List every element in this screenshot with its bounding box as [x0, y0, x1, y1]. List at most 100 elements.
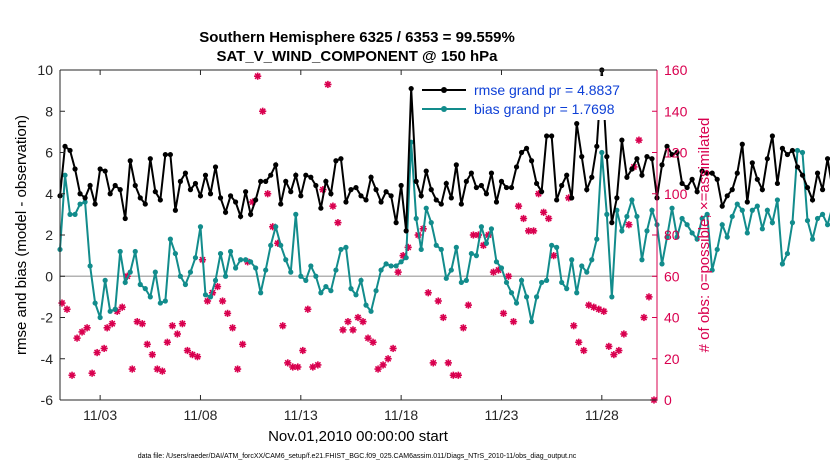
- obs-count-marker: [264, 190, 272, 198]
- rmse-point: [503, 184, 510, 191]
- bias-point: [147, 294, 153, 300]
- bias-point: [699, 215, 705, 222]
- rmse-point: [478, 182, 485, 189]
- bias-point: [418, 246, 424, 253]
- bias-point: [619, 228, 625, 234]
- bias-point: [594, 236, 600, 242]
- rmse-point: [383, 189, 389, 195]
- bias-point: [624, 213, 630, 220]
- y-tick-label: 4: [45, 186, 53, 202]
- bias-point: [298, 273, 304, 279]
- bias-point: [549, 242, 555, 248]
- obs-count-marker: [464, 301, 472, 309]
- bias-point: [328, 288, 334, 294]
- rmse-point: [147, 156, 153, 162]
- bias-point: [744, 230, 750, 236]
- rmse-point: [458, 201, 464, 207]
- obs-count-marker: [615, 346, 623, 355]
- rmse-point: [172, 207, 178, 213]
- y-tick-label: 8: [45, 103, 53, 119]
- y-axis-label: rmse and bias (model - observation): [13, 115, 30, 355]
- rmse-point: [508, 184, 515, 191]
- rmse-point: [117, 187, 123, 193]
- obs-count-marker: [304, 305, 312, 313]
- bias-point: [508, 290, 515, 296]
- y-tick-label: -4: [41, 351, 54, 367]
- bias-point: [348, 286, 354, 292]
- bias-point: [338, 246, 344, 253]
- x-tick-label: 11/28: [585, 407, 619, 423]
- obs-count-marker: [233, 365, 242, 373]
- bias-point: [288, 269, 294, 275]
- rmse-point: [804, 184, 811, 191]
- rmse-point: [293, 172, 299, 178]
- obs-count-marker: [63, 305, 71, 313]
- bias-point: [498, 265, 505, 271]
- obs-count-marker: [645, 293, 653, 301]
- rmse-point: [549, 133, 555, 139]
- bias-point: [714, 246, 720, 253]
- rmse-point: [62, 143, 68, 149]
- bias-point: [458, 279, 464, 286]
- rmse-point: [353, 184, 359, 191]
- rmse-point: [413, 178, 419, 184]
- rmse-point: [423, 168, 429, 174]
- bias-point: [177, 273, 184, 279]
- rmse-point: [418, 193, 424, 199]
- bias-point: [453, 244, 459, 250]
- y-tick-label: 6: [45, 145, 53, 161]
- y-right-tick-label: 140: [664, 103, 688, 119]
- bias-point: [764, 207, 770, 213]
- bias-point: [202, 292, 209, 298]
- rmse-point: [824, 156, 830, 162]
- bias-point: [428, 220, 434, 226]
- bias-point: [754, 203, 760, 209]
- bias-point: [127, 269, 133, 275]
- rmse-point: [243, 189, 249, 195]
- obs-count-marker: [625, 221, 633, 229]
- bias-point: [749, 207, 755, 213]
- rmse-point: [398, 182, 404, 189]
- obs-count-marker: [239, 340, 247, 348]
- obs-count-marker: [254, 72, 262, 80]
- legend-box: [415, 76, 647, 120]
- x-tick-label: 11/03: [83, 407, 117, 423]
- bias-point: [719, 222, 725, 228]
- bias-point: [503, 279, 510, 286]
- bias-point: [97, 314, 103, 321]
- bias-point: [539, 279, 545, 286]
- obs-count-marker: [168, 322, 176, 330]
- bias-point: [694, 236, 700, 242]
- obs-count-marker: [294, 363, 302, 371]
- rmse-point: [554, 197, 560, 203]
- bias-point: [293, 211, 299, 217]
- bias-point: [398, 259, 404, 265]
- bias-point: [649, 207, 655, 213]
- obs-count-marker: [384, 355, 392, 363]
- obs-count-marker: [100, 344, 108, 353]
- bias-point: [704, 211, 710, 217]
- rmse-point: [589, 174, 595, 180]
- bias-point: [473, 253, 479, 259]
- obs-count-marker: [213, 282, 222, 291]
- obs-count-marker: [514, 202, 523, 210]
- rmse-point: [283, 178, 289, 184]
- bias-point: [273, 224, 279, 230]
- obs-count-marker: [108, 320, 116, 328]
- y-right-tick-label: 120: [664, 145, 688, 161]
- bias-point: [278, 242, 284, 248]
- rmse-point: [177, 178, 184, 184]
- bias-point: [769, 220, 775, 226]
- rmse-point: [744, 199, 750, 205]
- bias-point: [373, 288, 379, 294]
- bias-point: [77, 201, 83, 207]
- obs-count-marker: [83, 324, 91, 332]
- bias-point: [814, 215, 821, 222]
- rmse-point: [232, 199, 239, 205]
- x-tick-label: 11/08: [183, 407, 217, 423]
- obs-count-marker: [640, 313, 648, 322]
- bias-point: [794, 147, 801, 154]
- x-tick-label: 11/18: [384, 407, 418, 423]
- bias-point: [197, 224, 204, 230]
